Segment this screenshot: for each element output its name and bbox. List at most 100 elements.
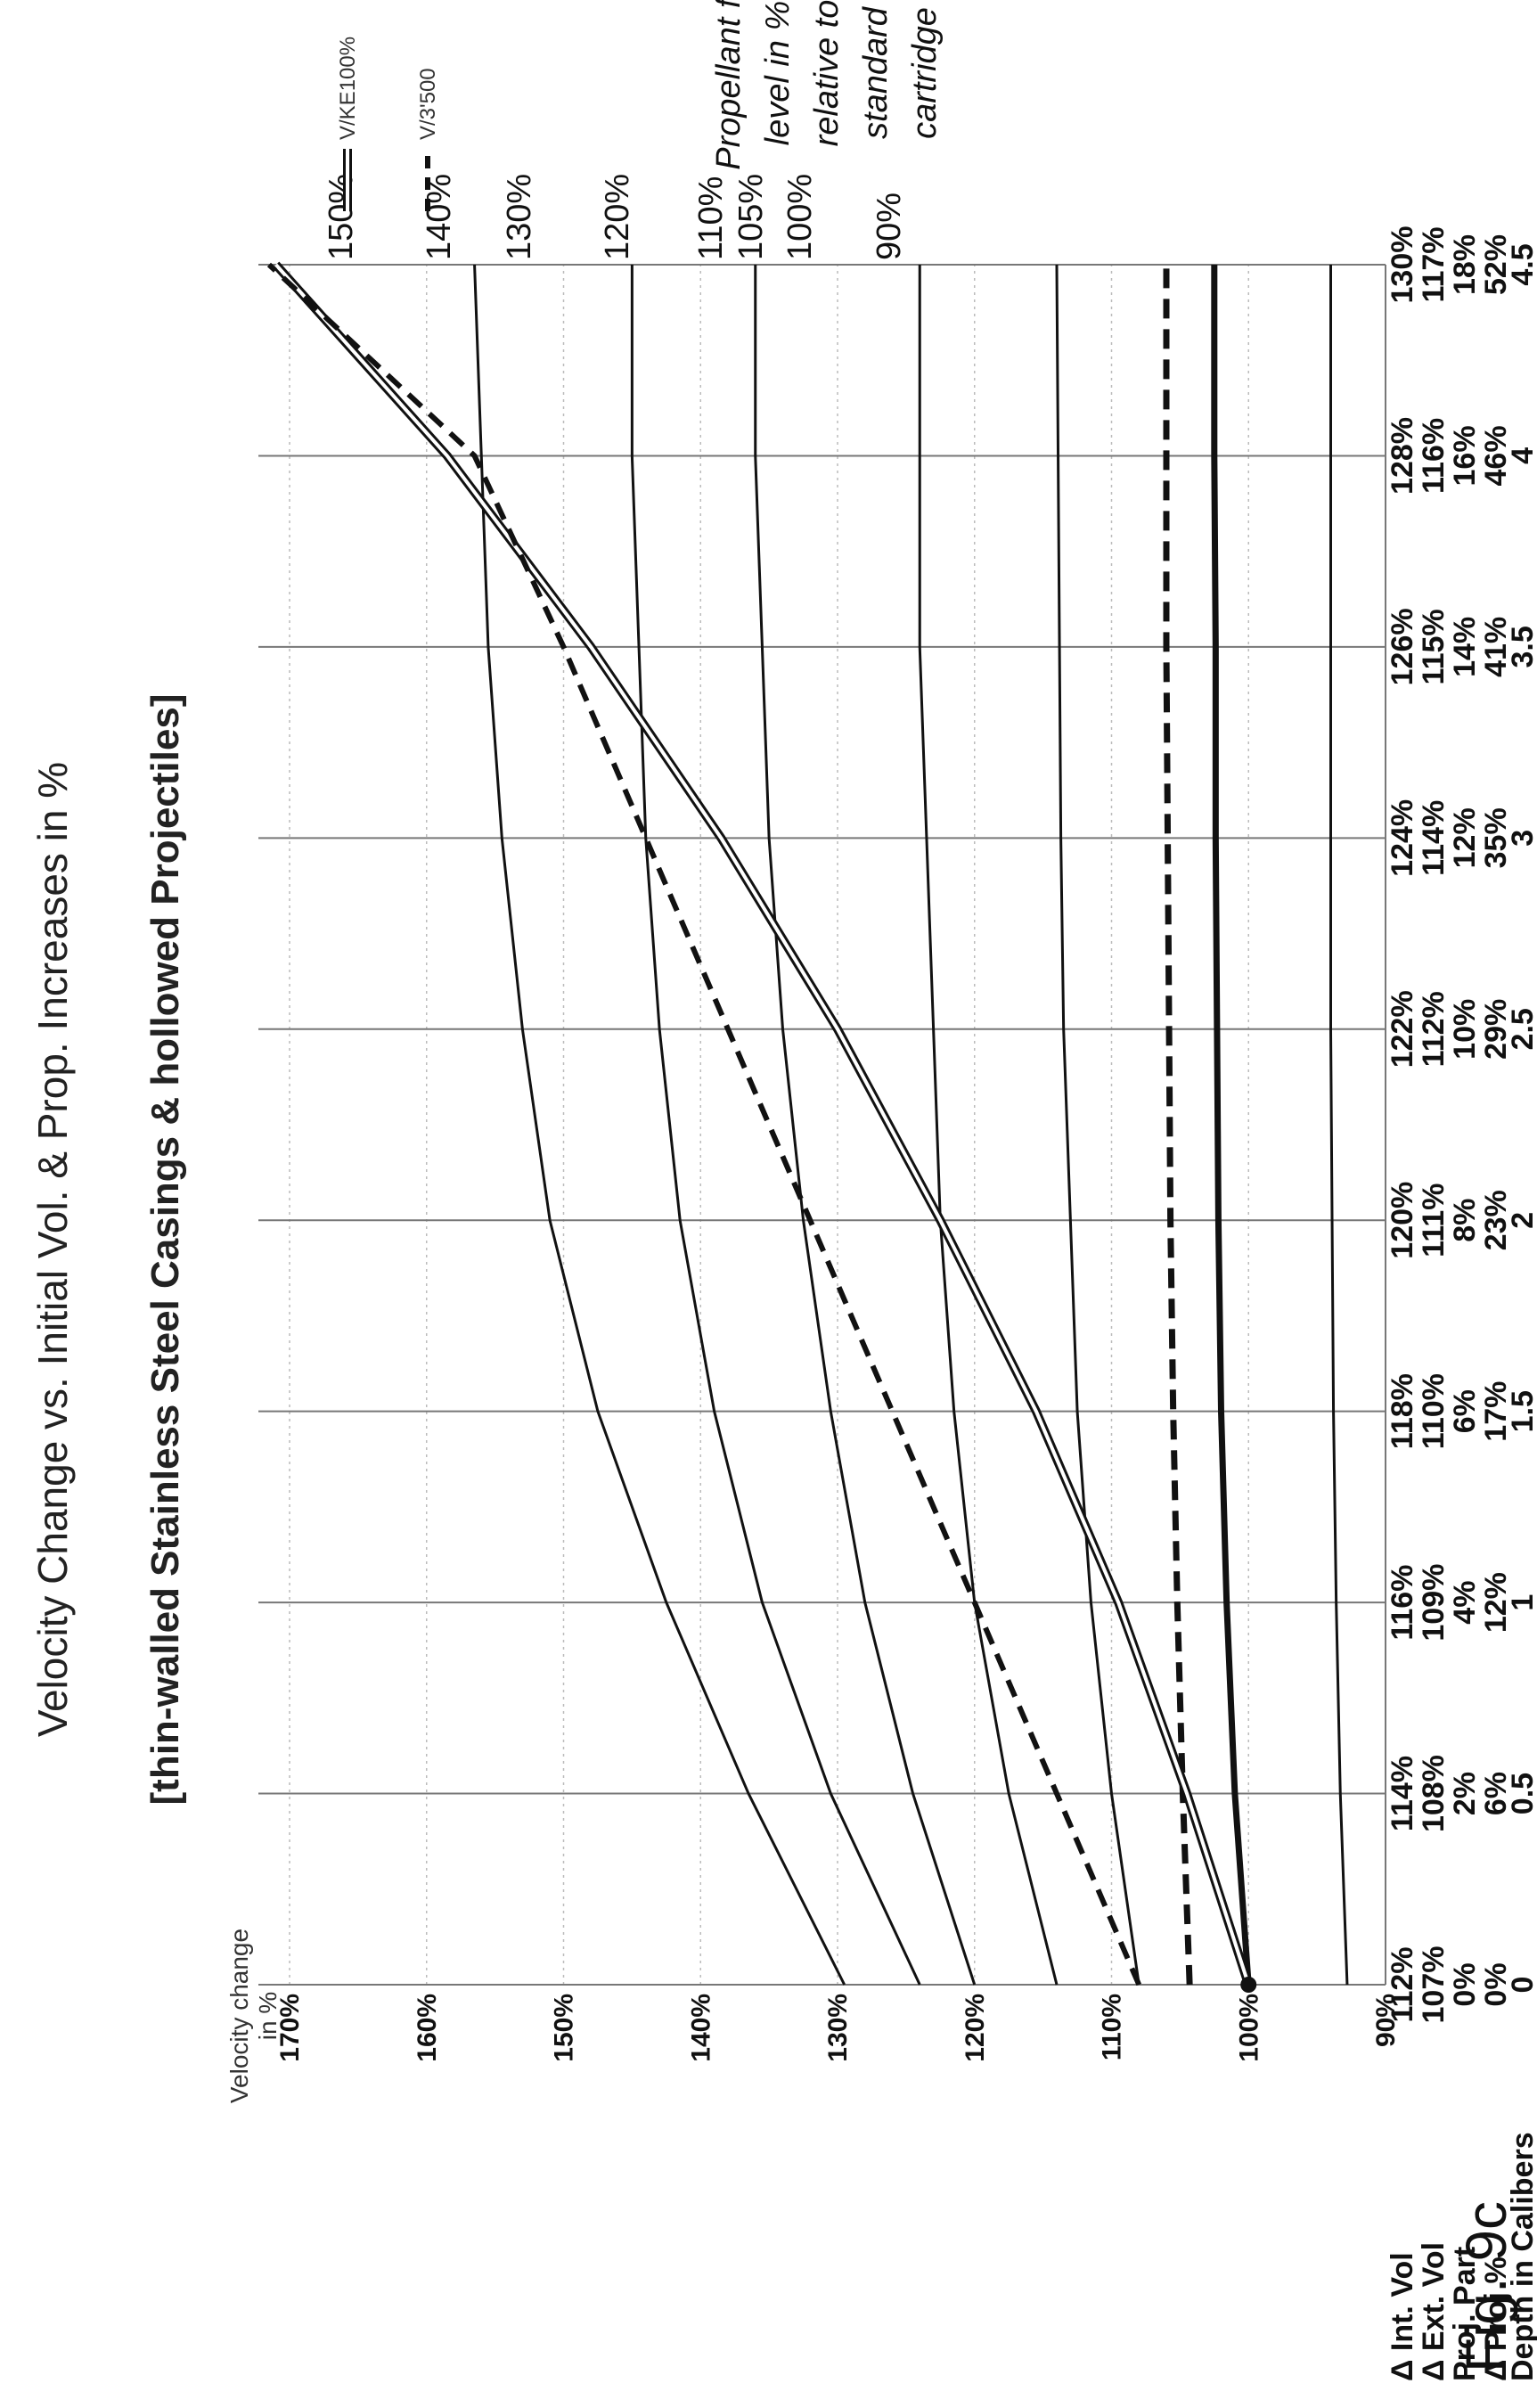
fill-level-line-90%: [1329, 265, 1349, 1986]
fill-level-title-line: relative to: [808, 0, 846, 146]
fill-level-label: 90%: [871, 192, 908, 260]
chart-subtitle: [thin-walled Stainless Steel Casings & h…: [143, 694, 187, 1806]
fill-level-line-105%: [1163, 265, 1193, 1986]
table-cell: 8%: [1448, 1199, 1482, 1242]
table-cell: 1: [1506, 1594, 1537, 1611]
table-cell: 116%: [1386, 1565, 1419, 1641]
y-tick-label: 160%: [413, 1994, 442, 2062]
fill-level-line-150%: [473, 264, 846, 1986]
fill-level-line-130%: [754, 265, 977, 1986]
data-table: Δ Int. Vol112%114%116%118%120%122%124%12…: [1386, 226, 1537, 2381]
fill-level-line-120%: [918, 265, 1059, 1986]
table-cell: 112%: [1417, 991, 1451, 1067]
y-tick-label: 140%: [686, 1994, 715, 2062]
table-cell: 116%: [1417, 418, 1451, 494]
table-cell: 109%: [1417, 1564, 1451, 1642]
series-line-inner: [274, 263, 1251, 1986]
legend-entry: V/KE100%: [336, 37, 360, 140]
table-row-label: Depth in Calibers: [1506, 2132, 1537, 2381]
table-row-label: Δ Int. Vol: [1386, 2252, 1419, 2381]
table-cell: 111%: [1417, 1184, 1451, 1257]
fill-level-line-110%: [1055, 264, 1140, 1986]
table-cell: 2.5: [1506, 1008, 1537, 1050]
table-cell: 110%: [1417, 1373, 1451, 1449]
y-tick-label: 110%: [1098, 1994, 1127, 2060]
table-cell: 3.5: [1506, 626, 1537, 668]
fill-level-label: 150%: [323, 174, 360, 260]
table-cell: 122%: [1386, 990, 1419, 1068]
table-cell: 3: [1506, 830, 1537, 847]
y-tick-label: 150%: [550, 1994, 579, 2062]
table-cell: 0.5: [1506, 1773, 1537, 1814]
table-cell: 128%: [1386, 417, 1419, 495]
y-tick-label: 100%: [1234, 1994, 1263, 2062]
table-row-label: Δ Ext. Vol: [1417, 2242, 1451, 2381]
table-cell: 52%: [1479, 234, 1513, 295]
table-cell: 130%: [1386, 226, 1419, 304]
table-cell: 114%: [1417, 800, 1451, 876]
table-cell: 29%: [1479, 999, 1513, 1060]
series-line-dashed: [266, 262, 1142, 1986]
table-cell: 4: [1506, 447, 1537, 464]
table-cell: 107%: [1417, 1946, 1451, 2024]
table-cell: 17%: [1479, 1381, 1513, 1442]
table-cell: 114%: [1386, 1756, 1419, 1831]
legend: V/KE100% V/3'500: [336, 37, 440, 211]
y-tick-label: 170%: [275, 1994, 305, 2062]
table-cell: 12%: [1448, 807, 1482, 868]
table-row-label: Δ Proj %: [1479, 2256, 1513, 2381]
table-cell: 1.5: [1506, 1390, 1537, 1432]
fill-level-title-line: standard: [857, 5, 895, 139]
table-row-label: Proj. Part: [1448, 2247, 1482, 2381]
table-cell: 112%: [1386, 1946, 1419, 2022]
fill-level-title-line: cartridge: [906, 7, 944, 139]
fill-level-title-line: level in %: [759, 1, 797, 146]
fill-level-line-140%: [630, 265, 921, 1986]
y-axis-label-line1: Velocity change: [225, 1929, 253, 2103]
table-cell: 18%: [1448, 234, 1482, 295]
fill-level-title-line: Propellant fill: [710, 0, 748, 170]
fill-level-lines: [473, 264, 1349, 1986]
grid: [258, 264, 1386, 1986]
y-tick-label: 130%: [823, 1994, 853, 2062]
table-cell: 41%: [1479, 617, 1513, 677]
origin-marker: [1240, 1977, 1257, 1993]
table-cell: 2: [1506, 1212, 1537, 1229]
fill-level-title: Propellant fill level in % relative to stan…: [710, 0, 944, 170]
table-cell: 124%: [1386, 799, 1419, 877]
chart-title: Velocity Change vs. Initial Vol. & Prop.…: [29, 762, 76, 1737]
series-lines: [266, 261, 1257, 1993]
y-tick-labels: 170% 160% 150% 140% 130% 120% 110% 100% 90%: [275, 1994, 1401, 2062]
table-cell: 2%: [1448, 1772, 1482, 1815]
table-cell: 115%: [1417, 609, 1451, 684]
table-cell: 16%: [1448, 425, 1482, 486]
table-cell: 120%: [1386, 1182, 1419, 1259]
table-cell: 6%: [1479, 1772, 1513, 1815]
table-cell: 108%: [1417, 1755, 1451, 1832]
table-cell: 6%: [1448, 1389, 1482, 1433]
y-tick-label: 90%: [1371, 1994, 1401, 2047]
table-cell: 126%: [1386, 608, 1419, 685]
table-cell: 4%: [1448, 1581, 1482, 1625]
fill-level-label: 100%: [781, 174, 819, 260]
table-cell: 46%: [1479, 425, 1513, 486]
series-line-outer: [272, 261, 1254, 1986]
table-cell: 0%: [1479, 1962, 1513, 2006]
y-tick-label: 120%: [961, 1994, 990, 2062]
table-cell: 23%: [1479, 1190, 1513, 1250]
table-cell: 0: [1506, 1977, 1537, 1994]
fill-level-label: 105%: [732, 174, 770, 260]
fill-level-label: 120%: [599, 174, 636, 260]
table-cell: 10%: [1448, 999, 1482, 1060]
fill-level-label: 110%: [692, 176, 730, 260]
table-cell: 118%: [1386, 1373, 1419, 1449]
series-line-double: [272, 261, 1254, 1986]
table-cell: 117%: [1417, 226, 1451, 302]
table-cell: 4.5: [1506, 243, 1537, 285]
fill-level-label: 130%: [501, 174, 538, 260]
table-cell: 12%: [1479, 1572, 1513, 1633]
fill-level-line-100%: [1211, 265, 1252, 1986]
table-cell: 35%: [1479, 807, 1513, 868]
